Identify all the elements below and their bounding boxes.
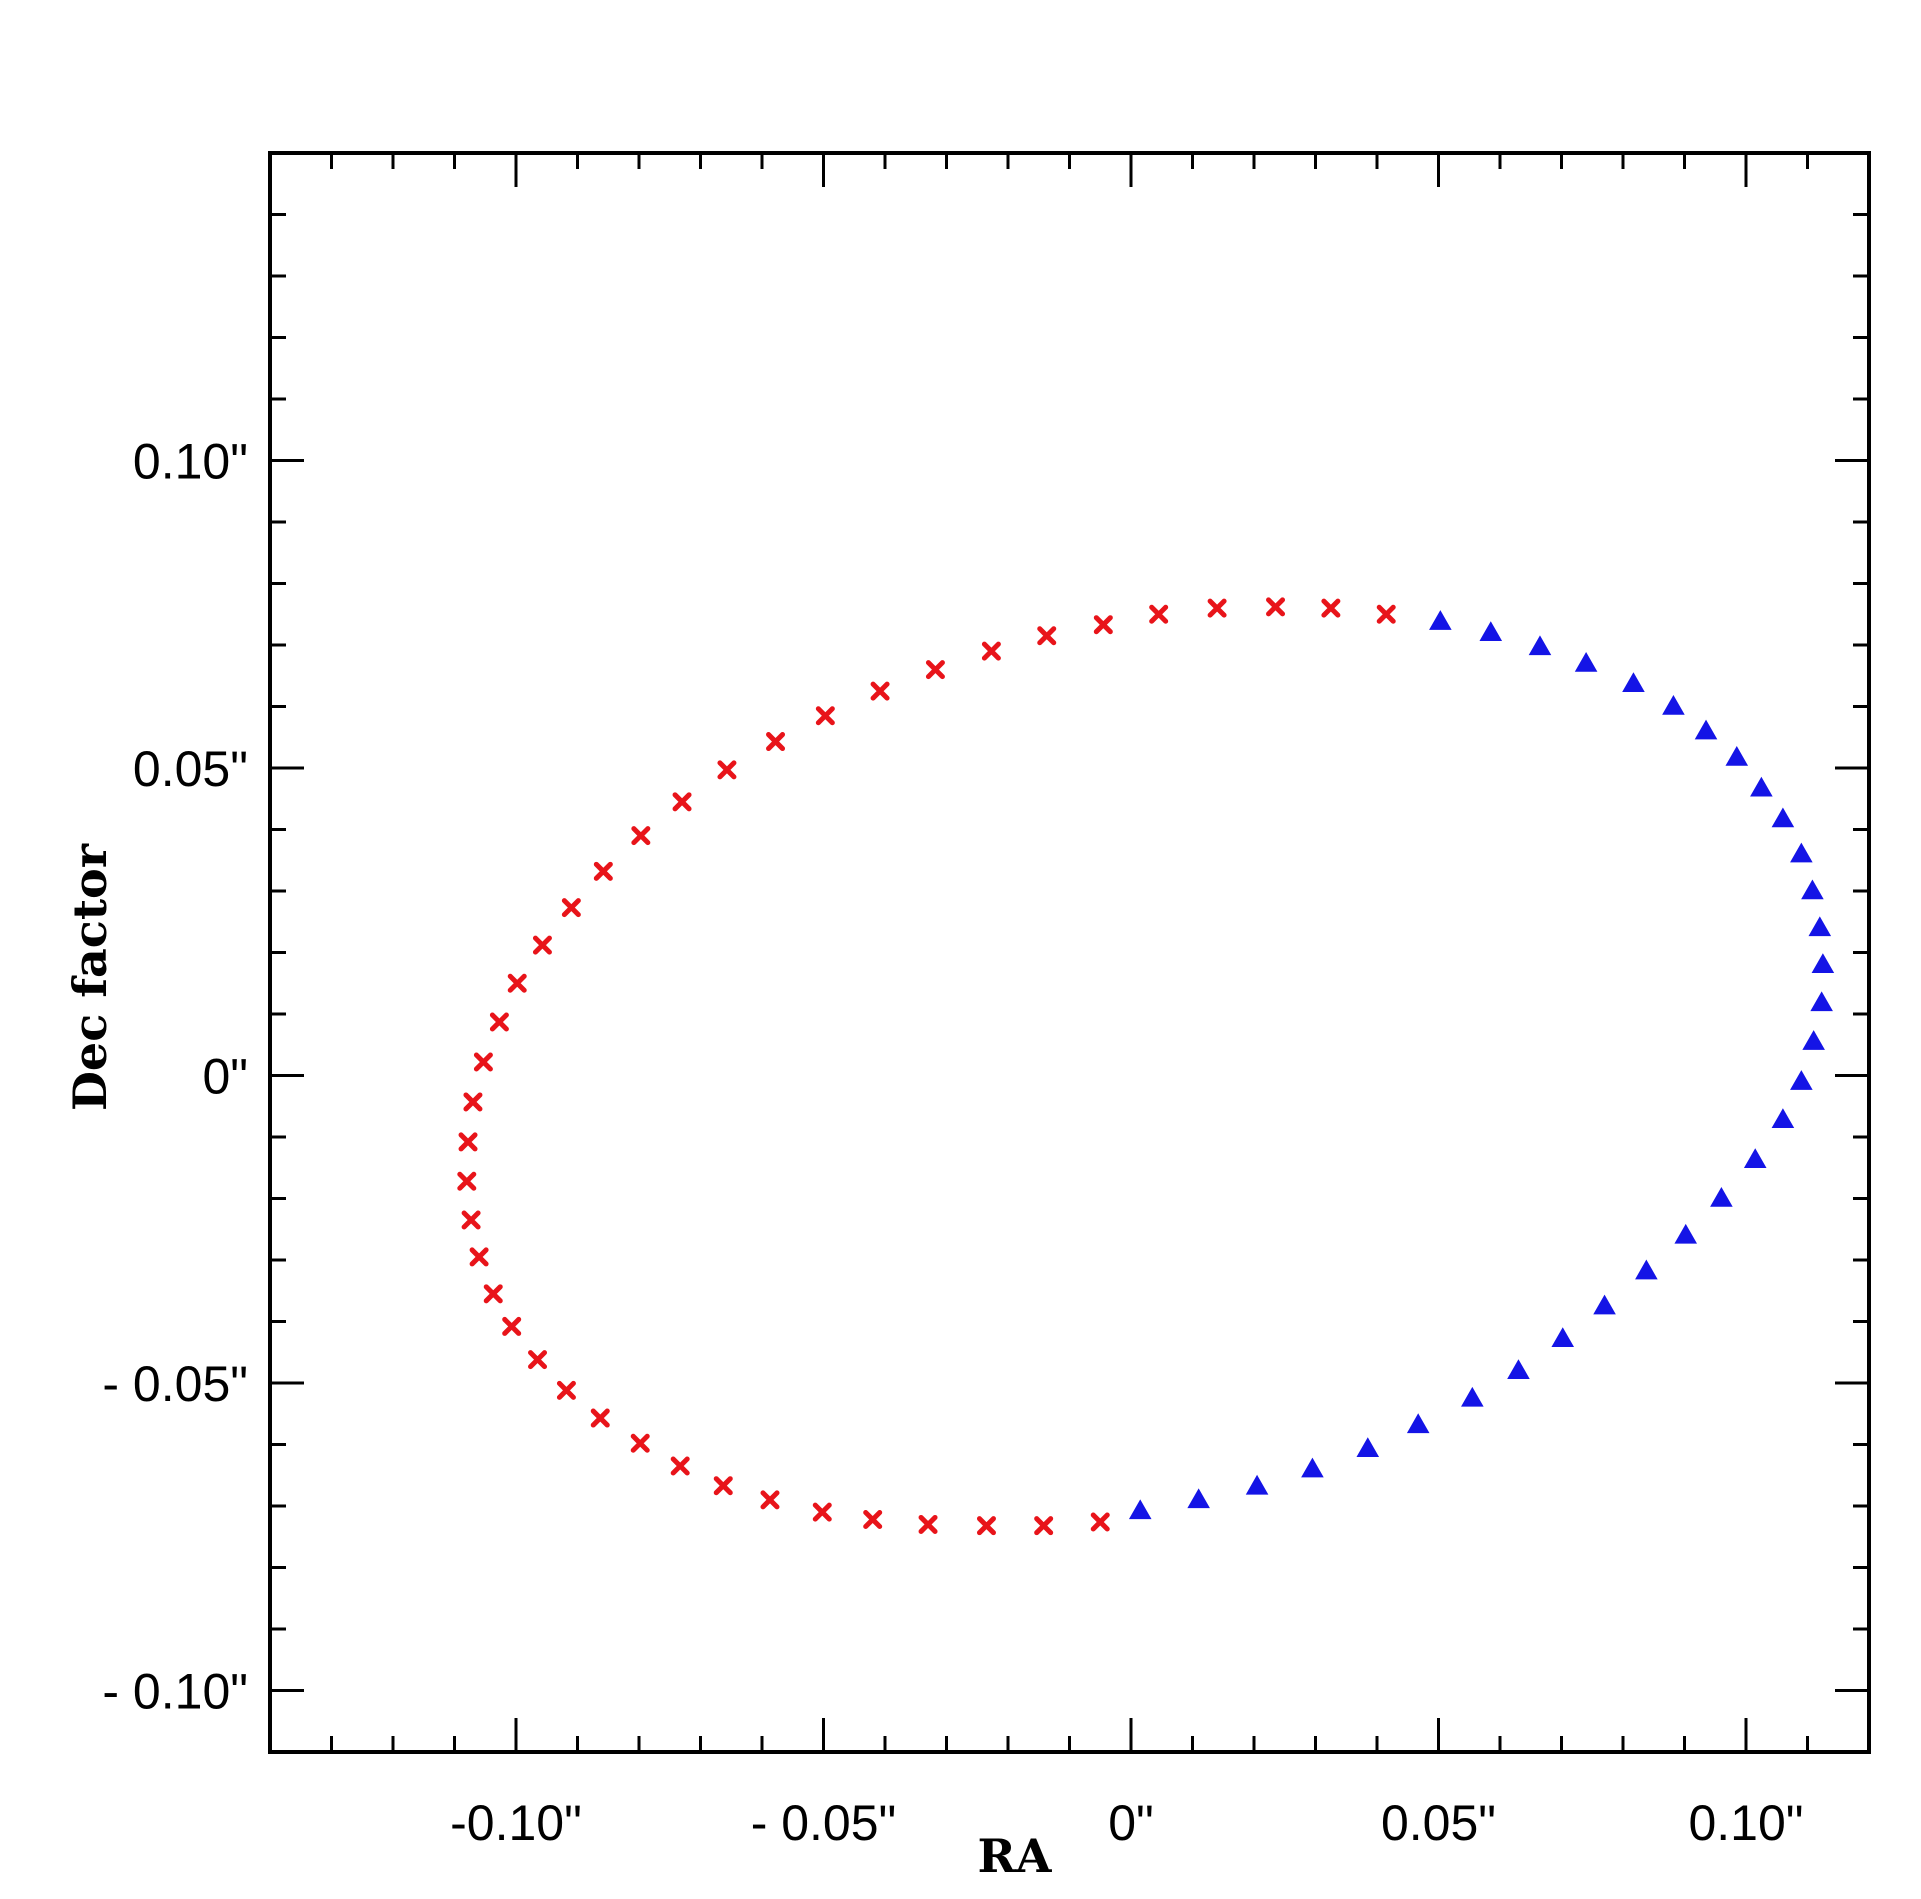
data-point-cross <box>1266 597 1286 617</box>
x-tick-label: -0.10" <box>450 1795 582 1851</box>
x-axis-title: RA <box>978 1829 1053 1883</box>
y-tick-label: - 0.10" <box>102 1664 248 1720</box>
data-point-cross <box>502 1316 522 1336</box>
data-point-triangle <box>1593 1294 1616 1315</box>
data-point-triangle <box>1622 672 1645 692</box>
data-point-cross <box>1149 604 1169 624</box>
data-point-triangle <box>1479 621 1503 641</box>
data-point-cross <box>1037 626 1057 646</box>
data-point-cross <box>556 1380 576 1400</box>
data-point-triangle <box>1461 1386 1484 1407</box>
x-tick-labels: -0.10" - 0.05" 0" 0.05" 0.10" <box>450 1795 1803 1851</box>
data-point-cross <box>670 1456 690 1476</box>
data-point-triangle <box>1245 1474 1269 1495</box>
data-point-cross <box>473 1052 493 1072</box>
x-tick-label: 0.05" <box>1381 1795 1496 1851</box>
data-point-cross <box>918 1514 938 1534</box>
data-point-triangle <box>1801 879 1824 900</box>
data-point-cross <box>457 1171 477 1191</box>
data-point-cross <box>1034 1516 1054 1536</box>
data-point-cross <box>630 1433 650 1453</box>
minor-ticks <box>268 151 1871 1754</box>
data-point-cross <box>981 641 1001 661</box>
y-tick-label: - 0.05" <box>102 1356 248 1412</box>
y-tick-label: 0" <box>202 1049 248 1105</box>
y-tick-label: 0.05" <box>133 741 248 797</box>
y-axis-title: Dec factor <box>63 843 117 1111</box>
plot-frame <box>268 151 1871 1754</box>
data-point-triangle <box>1725 746 1749 766</box>
data-point-triangle <box>1551 1327 1575 1347</box>
data-point-triangle <box>1710 1186 1733 1207</box>
data-point-triangle <box>1674 1223 1698 1244</box>
x-tick-label: - 0.05" <box>751 1795 897 1851</box>
data-points <box>457 597 1835 1536</box>
data-point-cross <box>1376 604 1396 624</box>
data-point-cross <box>672 792 692 812</box>
data-point-cross <box>590 1408 610 1428</box>
data-point-cross <box>925 660 945 680</box>
data-point-triangle <box>1662 694 1685 715</box>
data-point-triangle <box>1790 842 1813 863</box>
data-point-triangle <box>1743 1148 1767 1169</box>
data-point-triangle <box>1429 610 1452 630</box>
data-point-triangle <box>1802 1030 1825 1050</box>
data-point-cross <box>631 826 651 846</box>
data-point-cross <box>815 706 835 726</box>
data-point-cross <box>713 1476 733 1496</box>
data-point-cross <box>766 732 786 752</box>
data-point-triangle <box>1635 1259 1658 1280</box>
data-point-cross <box>461 1210 481 1230</box>
data-point-cross <box>863 1510 883 1530</box>
data-point-triangle <box>1808 916 1832 937</box>
data-point-cross <box>469 1247 489 1267</box>
y-tick-label: 0.10" <box>133 434 248 490</box>
series-x-markers <box>457 597 1396 1536</box>
data-point-triangle <box>1574 651 1598 672</box>
data-point-cross <box>717 760 737 780</box>
data-point-triangle <box>1356 1437 1380 1458</box>
data-point-cross <box>463 1092 483 1112</box>
data-point-triangle <box>1187 1488 1210 1509</box>
data-point-triangle <box>1810 991 1833 1012</box>
data-point-cross <box>483 1284 503 1304</box>
data-point-triangle <box>1790 1070 1813 1090</box>
data-point-cross <box>561 898 581 918</box>
data-point-cross <box>1321 598 1341 618</box>
data-point-cross <box>812 1502 832 1522</box>
data-point-cross <box>1207 598 1227 618</box>
data-point-triangle <box>1507 1359 1530 1379</box>
data-point-cross <box>507 973 527 993</box>
data-point-triangle <box>1750 776 1773 797</box>
data-point-triangle <box>1771 1108 1795 1129</box>
data-point-cross <box>976 1516 996 1536</box>
data-point-triangle <box>1694 719 1718 740</box>
data-point-triangle <box>1811 953 1835 974</box>
data-point-triangle <box>1528 635 1552 656</box>
major-ticks <box>270 153 1869 1752</box>
data-point-cross <box>593 861 613 881</box>
data-point-triangle <box>1128 1499 1152 1520</box>
data-point-cross <box>489 1012 509 1032</box>
data-point-cross <box>1090 1512 1110 1532</box>
series-triangle-markers <box>1128 610 1835 1520</box>
data-point-cross <box>458 1132 478 1152</box>
data-point-triangle <box>1301 1457 1324 1478</box>
data-point-cross <box>528 1350 548 1370</box>
data-point-cross <box>760 1490 780 1510</box>
data-point-cross <box>1093 615 1113 635</box>
data-point-cross <box>870 681 890 701</box>
data-point-cross <box>532 935 552 955</box>
data-point-triangle <box>1406 1413 1430 1434</box>
y-tick-labels: 0.10" 0.05" 0" - 0.05" - 0.10" <box>102 434 248 1720</box>
x-tick-label: 0" <box>1108 1795 1154 1851</box>
x-tick-label: 0.10" <box>1688 1795 1803 1851</box>
data-point-triangle <box>1771 807 1795 828</box>
